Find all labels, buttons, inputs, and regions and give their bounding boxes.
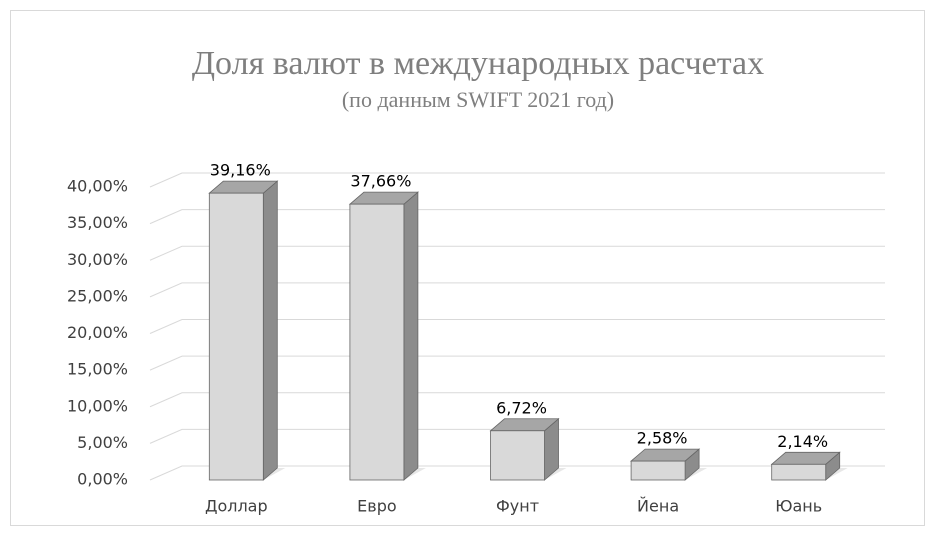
value-label: 6,72% xyxy=(496,398,547,417)
x-tick-label: Юань xyxy=(775,497,822,516)
bar-front xyxy=(630,460,686,481)
bar-side xyxy=(262,180,278,481)
grid-line xyxy=(149,392,885,408)
bar xyxy=(630,448,708,481)
value-label: 37,66% xyxy=(350,172,411,191)
grid-line xyxy=(149,209,885,225)
bar-side xyxy=(403,191,419,481)
y-tick-label: 15,00% xyxy=(67,360,128,379)
x-tick-label: Доллар xyxy=(205,497,268,516)
value-label: 39,16% xyxy=(210,161,271,180)
grid-line xyxy=(149,245,885,261)
x-tick-label: Евро xyxy=(357,497,396,516)
y-tick-label: 30,00% xyxy=(67,250,128,269)
chart-subtitle: (по данным SWIFT 2021 год) xyxy=(342,87,614,112)
bar-front xyxy=(349,203,405,481)
value-label: 2,14% xyxy=(777,432,828,451)
chart-title: Доля валют в международных расчетах xyxy=(192,45,764,82)
grid-line xyxy=(149,428,885,444)
y-tick-label: 0,00% xyxy=(77,470,128,489)
bar xyxy=(770,451,848,481)
grid-line xyxy=(149,172,885,188)
grid-line xyxy=(149,319,885,334)
y-tick-label: 25,00% xyxy=(67,286,128,305)
x-tick-label: Йена xyxy=(637,497,679,516)
grid-line xyxy=(149,282,885,298)
bar xyxy=(348,191,426,481)
bar-front xyxy=(208,192,264,481)
bar-front xyxy=(490,430,545,481)
bar-front xyxy=(771,463,827,481)
bar xyxy=(489,417,567,481)
y-tick-label: 10,00% xyxy=(67,396,128,415)
bar xyxy=(208,180,286,481)
y-tick-label: 40,00% xyxy=(67,177,128,196)
value-label: 2,58% xyxy=(637,429,688,448)
chart-border xyxy=(10,10,925,526)
y-tick-label: 5,00% xyxy=(77,433,128,452)
y-tick-label: 35,00% xyxy=(67,213,128,232)
y-tick-label: 20,00% xyxy=(67,323,128,342)
grid-line xyxy=(149,355,885,371)
x-tick-label: Фунт xyxy=(496,497,539,516)
